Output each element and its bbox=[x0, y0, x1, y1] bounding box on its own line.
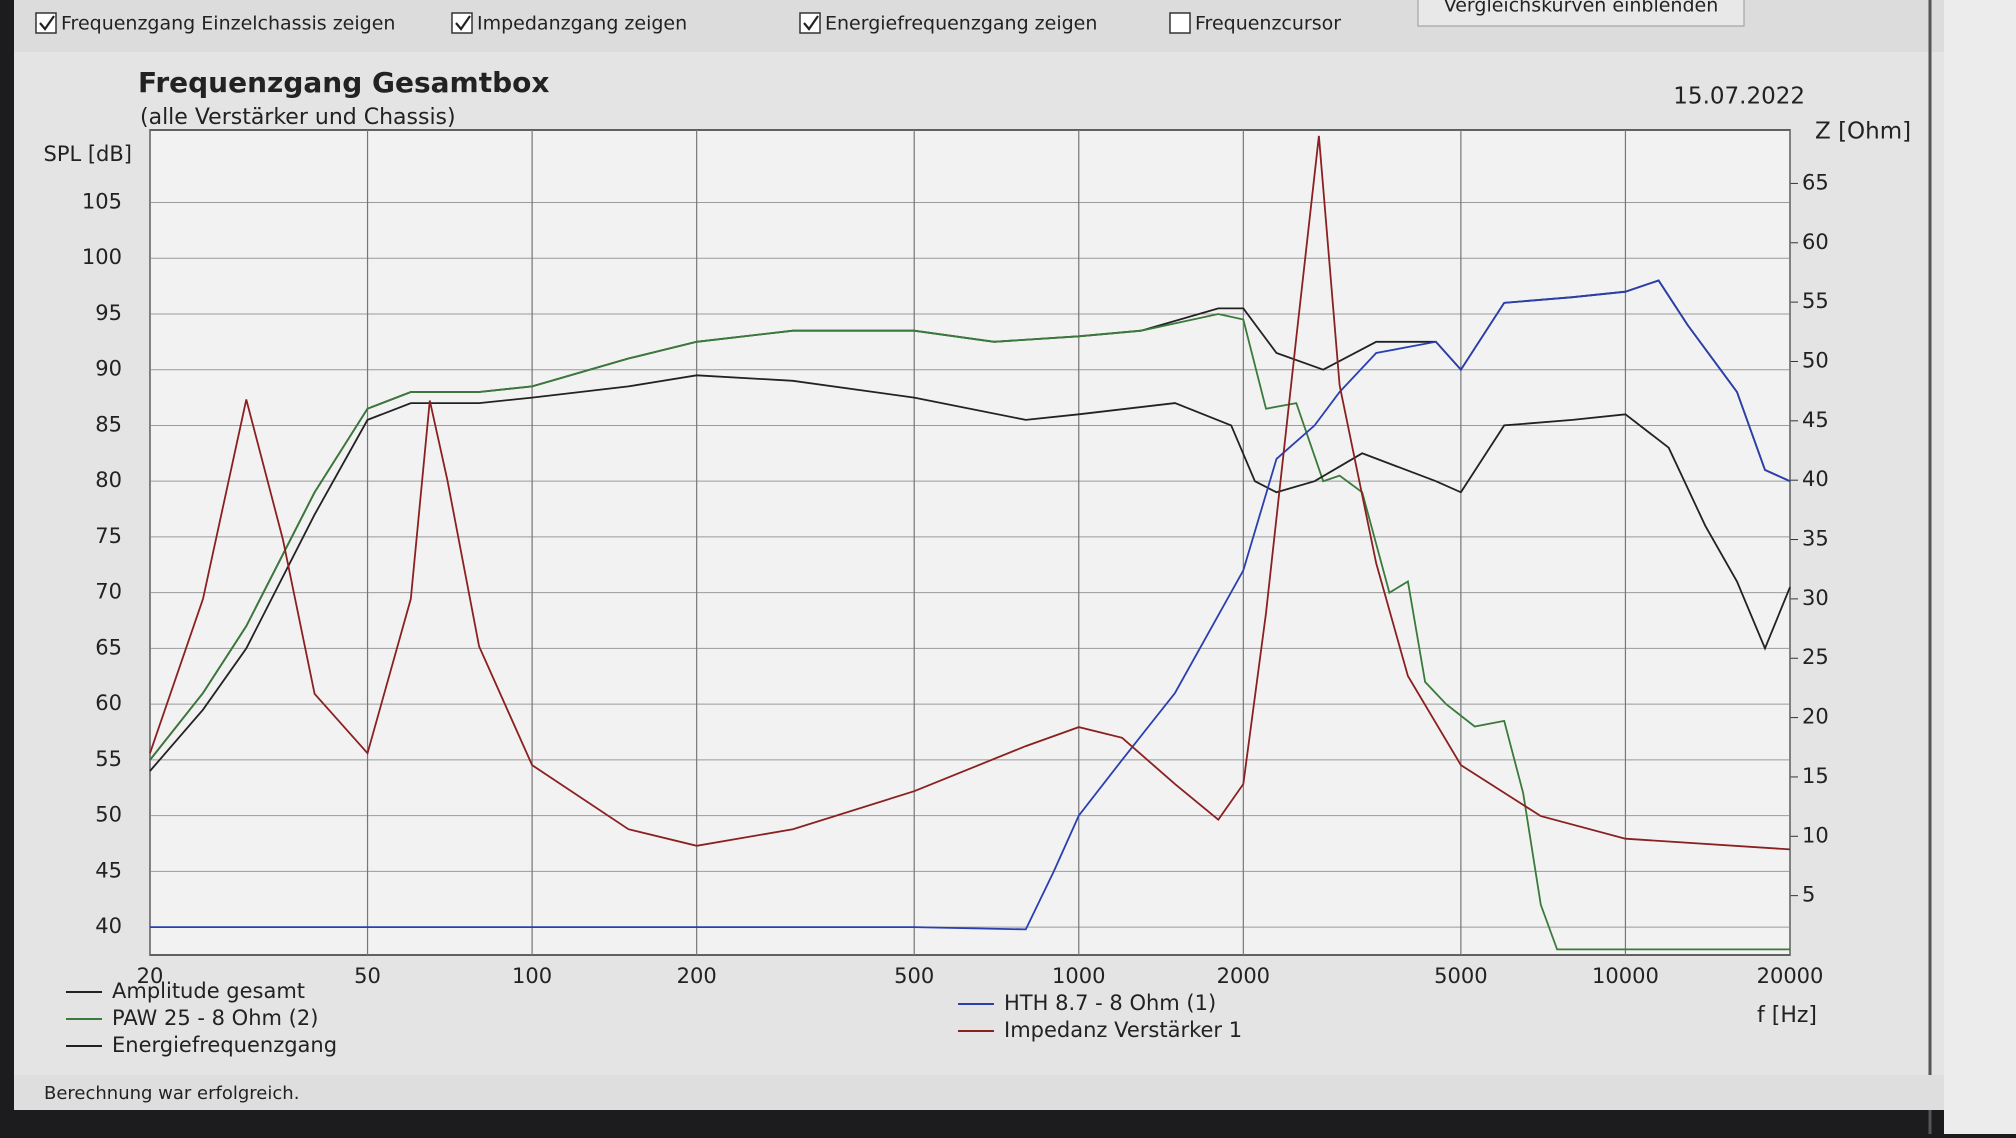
y2-tick-label: 20 bbox=[1802, 705, 1829, 729]
y2-tick-label: 10 bbox=[1802, 823, 1829, 847]
legend-label: Impedanz Verstärker 1 bbox=[1004, 1018, 1242, 1042]
x-tick-label: 5000 bbox=[1434, 964, 1487, 988]
y-tick-label: 80 bbox=[95, 468, 122, 492]
y2-tick-label: 55 bbox=[1802, 289, 1829, 313]
y2-tick-label: 30 bbox=[1802, 586, 1829, 610]
y-tick-label: 100 bbox=[82, 245, 122, 269]
checkbox-label[interactable]: Frequenzgang Einzelchassis zeigen bbox=[61, 13, 395, 35]
series-line bbox=[149, 135, 1791, 851]
x-tick-label: 20 bbox=[137, 964, 164, 988]
y-tick-label: 70 bbox=[95, 580, 122, 604]
y-tick-label: 55 bbox=[95, 747, 122, 771]
button-label[interactable]: Vergleichskurven einblenden bbox=[1444, 0, 1719, 17]
y-tick-label: 105 bbox=[82, 189, 122, 213]
chart-date: 15.07.2022 bbox=[1673, 84, 1805, 110]
checkmark[interactable] bbox=[39, 15, 55, 31]
legend-label: Energiefrequenzgang bbox=[112, 1033, 337, 1057]
checkbox[interactable] bbox=[1169, 12, 1191, 34]
series-line bbox=[150, 279, 1791, 931]
x-tick-label: 500 bbox=[894, 964, 934, 988]
series-line bbox=[149, 374, 1791, 772]
y-tick-label: 95 bbox=[95, 301, 122, 325]
y-tick-label: 40 bbox=[95, 914, 122, 938]
plot-area bbox=[149, 129, 1791, 956]
y2-tick-label: 5 bbox=[1802, 883, 1815, 907]
status-text: Berechnung war erfolgreich. bbox=[44, 1083, 299, 1104]
checkmark[interactable] bbox=[455, 15, 471, 31]
chart-title: Frequenzgang Gesamtbox bbox=[138, 66, 549, 99]
y2-tick-label: 15 bbox=[1802, 764, 1829, 788]
checkbox[interactable] bbox=[799, 12, 821, 34]
y-tick-label: 85 bbox=[95, 412, 122, 436]
x-tick-label: 100 bbox=[512, 964, 552, 988]
checkbox[interactable] bbox=[451, 12, 473, 34]
checkbox-label[interactable]: Energiefrequenzgang zeigen bbox=[825, 13, 1097, 35]
y2-tick-label: 40 bbox=[1802, 467, 1829, 491]
y2-tick-label: 25 bbox=[1802, 645, 1829, 669]
y2-tick-label: 35 bbox=[1802, 527, 1829, 551]
y-tick-label: 60 bbox=[95, 691, 122, 715]
x-tick-label: 1000 bbox=[1052, 964, 1105, 988]
y-tick-label: 45 bbox=[95, 858, 122, 882]
x-tick-label: 50 bbox=[354, 964, 381, 988]
x-tick-label: 2000 bbox=[1217, 964, 1270, 988]
legend-label: HTH 8.7 - 8 Ohm (1) bbox=[1004, 991, 1216, 1015]
y-tick-label: 75 bbox=[95, 524, 122, 548]
x-axis-label: f [Hz] bbox=[1757, 1003, 1817, 1028]
y-tick-label: 65 bbox=[95, 635, 122, 659]
y2-tick-label: 60 bbox=[1802, 230, 1829, 254]
chart-subtitle: (alle Verstärker und Chassis) bbox=[140, 105, 456, 130]
checkbox-label[interactable]: Impedanzgang zeigen bbox=[477, 13, 687, 35]
legend-label: PAW 25 - 8 Ohm (2) bbox=[112, 1006, 318, 1030]
x-tick-label: 200 bbox=[677, 964, 717, 988]
status-bar bbox=[14, 1075, 1944, 1110]
y-axis-label: SPL [dB] bbox=[44, 142, 133, 166]
x-tick-label: 10000 bbox=[1592, 964, 1659, 988]
checkbox[interactable] bbox=[35, 12, 57, 34]
side-panel bbox=[1944, 0, 2016, 1134]
checkbox-label[interactable]: Frequenzcursor bbox=[1195, 13, 1341, 35]
y2-axis-label: Z [Ohm] bbox=[1815, 119, 1911, 145]
checkmark[interactable] bbox=[803, 15, 819, 31]
y-tick-label: 90 bbox=[95, 357, 122, 381]
legend-label: Amplitude gesamt bbox=[112, 979, 305, 1003]
y2-tick-label: 50 bbox=[1802, 348, 1829, 372]
y-tick-label: 50 bbox=[95, 803, 122, 827]
y2-tick-label: 45 bbox=[1802, 408, 1829, 432]
y2-tick-label: 65 bbox=[1802, 170, 1829, 194]
x-tick-label: 20000 bbox=[1757, 964, 1824, 988]
series-line bbox=[149, 313, 1790, 951]
button-frame[interactable] bbox=[1417, 0, 1745, 27]
